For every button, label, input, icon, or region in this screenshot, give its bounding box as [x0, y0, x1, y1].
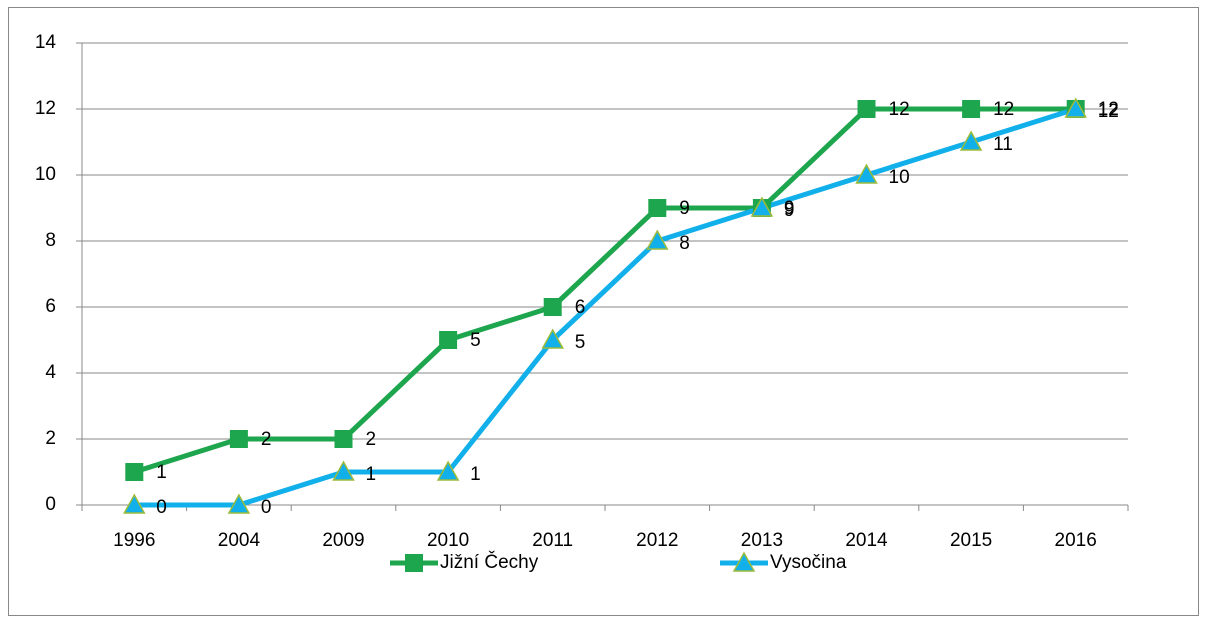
data-label: 9 [784, 200, 795, 221]
y-tick-label: 10 [35, 164, 56, 185]
data-label: 11 [993, 134, 1013, 155]
y-tick-label: 6 [45, 296, 56, 317]
data-point [227, 493, 251, 514]
x-tick-label: 2010 [427, 530, 469, 551]
x-tick-label: 2009 [322, 530, 364, 551]
series-line [134, 106, 1077, 508]
data-point [855, 163, 878, 184]
y-tick-label: 4 [45, 362, 56, 383]
data-point [541, 328, 564, 349]
data-label: 2 [261, 429, 272, 450]
y-tick-label: 12 [35, 98, 56, 119]
data-label: 12 [993, 99, 1014, 120]
x-tick-label: 2014 [845, 530, 888, 551]
data-point [436, 460, 460, 481]
data-point [959, 130, 983, 151]
data-label: 5 [470, 330, 481, 351]
data-label: 9 [784, 198, 795, 219]
data-point [125, 463, 144, 481]
series-line [133, 106, 1076, 475]
data-label: 12 [1098, 101, 1119, 122]
data-point [439, 331, 458, 349]
data-label: 1 [366, 464, 377, 485]
data-label: 8 [679, 233, 690, 254]
x-tick-label: 2012 [636, 530, 678, 551]
data-label: 1 [156, 462, 167, 483]
legend-label: Vysočina [770, 552, 847, 573]
data-point [229, 430, 248, 448]
x-tick-label: 2015 [950, 530, 992, 551]
x-tick-label: 2016 [1055, 530, 1097, 551]
data-label: 12 [889, 99, 910, 120]
x-tick-label: 2013 [741, 530, 783, 551]
data-label: 1 [470, 464, 481, 485]
data-point [646, 229, 669, 250]
legend-marker [732, 551, 756, 572]
data-point [648, 199, 667, 217]
x-tick-label: 2011 [532, 530, 573, 551]
data-label: 0 [261, 497, 272, 518]
y-tick-label: 8 [45, 230, 56, 251]
data-label: 6 [575, 297, 586, 318]
data-point [962, 100, 981, 118]
x-tick-label: 2004 [218, 530, 261, 551]
legend-marker [405, 554, 423, 572]
data-label: 5 [575, 332, 586, 353]
data-point [543, 298, 562, 316]
data-label: 0 [156, 497, 167, 518]
data-point [332, 460, 355, 481]
y-tick-label: 2 [45, 428, 56, 449]
chart-border [8, 7, 1199, 616]
y-tick-label: 0 [45, 494, 56, 515]
data-label: 12 [1098, 99, 1119, 120]
data-point [1064, 97, 1087, 118]
data-point [857, 100, 876, 118]
data-point [334, 430, 353, 448]
y-tick-label: 14 [35, 32, 57, 53]
data-label: 10 [889, 167, 910, 188]
data-point [123, 493, 146, 514]
data-label: 2 [366, 429, 377, 450]
data-label: 9 [679, 198, 690, 219]
legend-label: Jižní Čechy [440, 551, 539, 573]
data-point [750, 196, 774, 217]
x-tick-label: 1996 [113, 530, 155, 551]
